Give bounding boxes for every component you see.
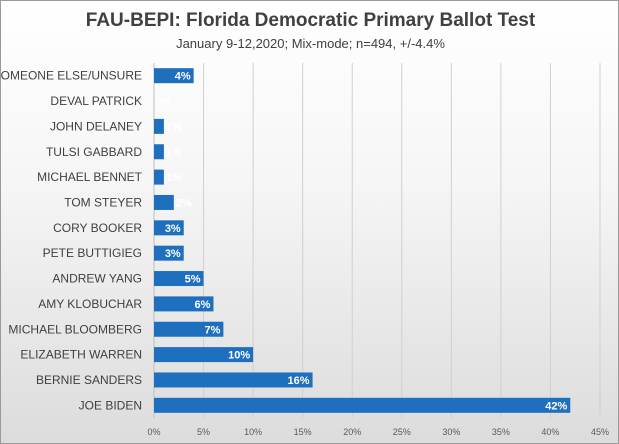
bar: [154, 118, 164, 134]
x-tick-label: 45%: [591, 427, 609, 437]
x-tick-label: 30%: [442, 427, 460, 437]
data-label: 2%: [176, 197, 192, 209]
bar: [154, 245, 184, 261]
data-label: 1%: [166, 147, 182, 159]
data-label: 4%: [175, 71, 191, 83]
data-label: 6%: [195, 299, 211, 311]
x-tick-label: 40%: [541, 427, 559, 437]
bar: [154, 271, 204, 287]
data-label: 3%: [165, 223, 181, 235]
bar: [154, 296, 214, 312]
category-label: MICHAEL BLOOMBERG: [8, 322, 142, 336]
x-tick-label: 5%: [197, 427, 210, 437]
data-label: 0%: [156, 96, 172, 108]
bar: [154, 169, 164, 185]
bar: [154, 347, 254, 363]
bar: [154, 68, 194, 84]
bar: [154, 397, 571, 413]
category-label: BERNIE SANDERS: [36, 373, 142, 387]
category-label: TOM STEYER: [64, 195, 142, 209]
bar: [154, 220, 184, 236]
category-label: ANDREW YANG: [52, 272, 142, 286]
data-label: 16%: [288, 375, 310, 387]
category-label: AMY KLOBUCHAR: [38, 297, 142, 311]
data-label: 42%: [545, 400, 567, 412]
chart-title: FAU-BEPI: Florida Democratic Primary Bal…: [85, 10, 536, 31]
x-tick-label: 0%: [147, 427, 160, 437]
x-tick-label: 35%: [492, 427, 510, 437]
category-label: CORY BOOKER: [53, 221, 142, 235]
chart-subtitle: January 9-12,2020; Mix-mode; n=494, +/-4…: [176, 36, 445, 51]
data-label: 7%: [204, 324, 220, 336]
data-label: 10%: [228, 350, 250, 362]
category-label: JOHN DELANEY: [50, 119, 142, 133]
category-label: DEVAL PATRICK: [50, 94, 142, 108]
category-label: MICHAEL BENNET: [37, 170, 143, 184]
bar: [154, 144, 164, 160]
x-tick-label: 20%: [343, 427, 361, 437]
category-label: PETE BUTTIGIEG: [43, 246, 142, 260]
bar: [154, 194, 174, 210]
data-label: 1%: [166, 172, 182, 184]
x-tick-label: 10%: [244, 427, 262, 437]
category-label: JOE BIDEN: [79, 398, 142, 412]
data-label: 5%: [185, 274, 201, 286]
bar: [154, 372, 313, 388]
bar: [154, 321, 224, 337]
category-label: TULSI GABBARD: [46, 145, 142, 159]
data-label: 1%: [166, 121, 182, 133]
x-tick-label: 15%: [294, 427, 312, 437]
category-label: SOMEONE ELSE/UNSURE: [0, 69, 142, 83]
category-label: ELIZABETH WARREN: [20, 348, 142, 362]
x-tick-label: 25%: [393, 427, 411, 437]
data-label: 3%: [165, 248, 181, 260]
